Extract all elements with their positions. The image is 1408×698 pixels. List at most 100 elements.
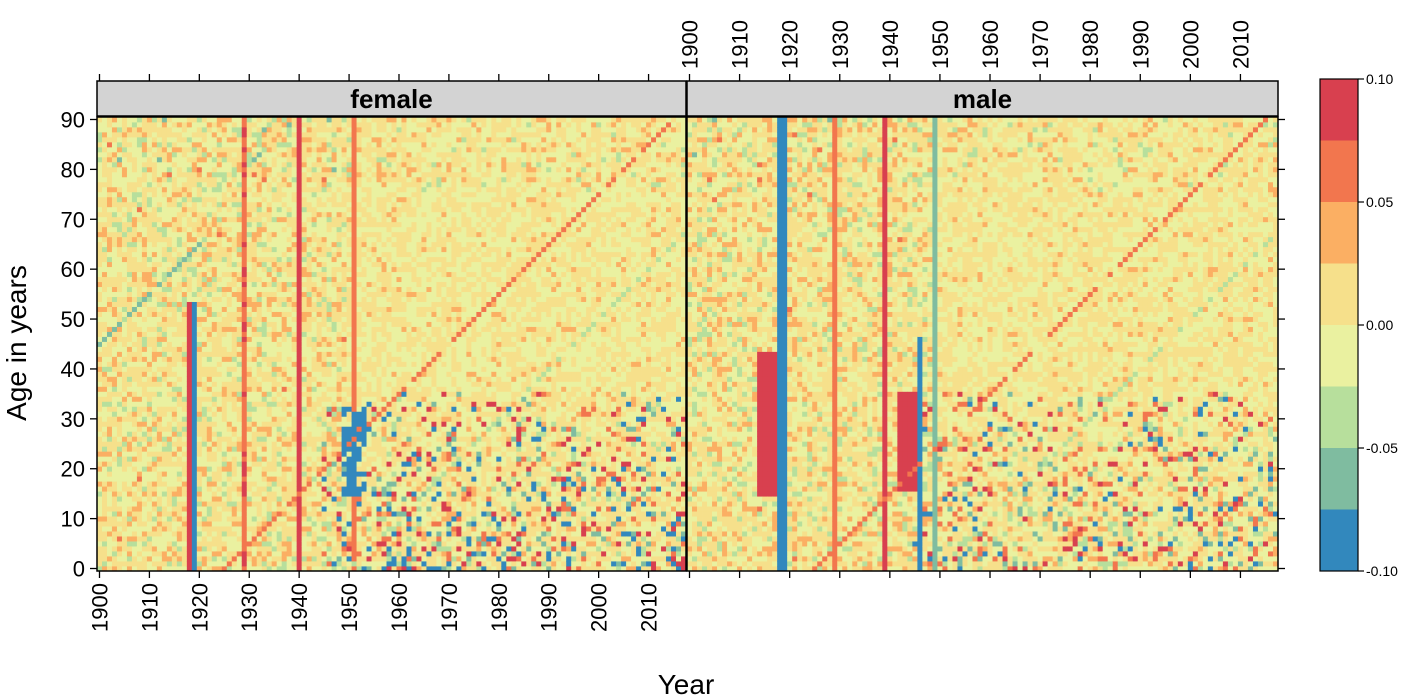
heatmap-cell bbox=[231, 486, 238, 492]
heatmap-cell bbox=[226, 516, 233, 522]
heatmap-cell bbox=[156, 311, 163, 317]
heatmap-cell bbox=[236, 281, 243, 288]
heatmap-cell bbox=[301, 376, 308, 382]
heatmap-cell bbox=[211, 356, 218, 362]
heatmap-cell bbox=[196, 161, 203, 168]
heatmap-cell bbox=[146, 561, 153, 567]
heatmap-cell bbox=[361, 351, 367, 357]
heatmap-cell bbox=[261, 256, 268, 263]
heatmap-cell bbox=[126, 306, 133, 312]
heatmap-cell bbox=[241, 446, 248, 452]
heatmap-cell bbox=[196, 276, 203, 283]
heatmap-cell bbox=[251, 226, 258, 233]
heatmap-cell bbox=[351, 176, 357, 183]
heatmap-cell bbox=[356, 321, 362, 327]
heatmap-cell bbox=[101, 216, 108, 223]
heatmap-cell bbox=[106, 231, 113, 238]
heatmap-cell bbox=[301, 246, 308, 253]
heatmap-cell bbox=[166, 321, 173, 327]
heatmap-cell bbox=[101, 117, 108, 123]
heatmap-cell bbox=[97, 516, 103, 522]
heatmap-cell bbox=[281, 321, 288, 327]
heatmap-cell bbox=[126, 526, 133, 532]
heatmap-cell bbox=[251, 326, 258, 332]
heatmap-cell bbox=[321, 426, 328, 432]
heatmap-cell bbox=[181, 291, 188, 298]
heatmap-cell bbox=[226, 451, 233, 457]
heatmap-cell bbox=[356, 361, 362, 367]
heatmap-cell bbox=[286, 121, 293, 128]
heatmap-cell bbox=[101, 361, 108, 367]
heatmap-cell bbox=[266, 526, 273, 532]
heatmap-cell bbox=[111, 301, 118, 307]
heatmap-cell bbox=[121, 516, 128, 522]
heatmap-cell bbox=[261, 361, 268, 367]
heatmap-cell bbox=[101, 411, 108, 417]
heatmap-cell bbox=[126, 141, 133, 148]
heatmap-cell bbox=[121, 381, 128, 387]
heatmap-cell bbox=[326, 316, 332, 322]
heatmap-cell bbox=[211, 171, 218, 178]
heatmap-cell bbox=[176, 241, 183, 248]
heatmap-cell bbox=[341, 416, 347, 422]
heatmap-cell bbox=[121, 151, 128, 158]
heatmap-cell bbox=[321, 476, 328, 482]
heatmap-cell bbox=[306, 536, 313, 542]
heatmap-cell bbox=[241, 356, 248, 362]
heatmap-cell bbox=[216, 301, 223, 307]
heatmap-cell bbox=[161, 196, 168, 203]
heatmap-cell bbox=[111, 316, 118, 322]
heatmap-cell bbox=[211, 301, 218, 307]
heatmap-cell bbox=[121, 141, 128, 148]
heatmap-cell bbox=[166, 526, 173, 532]
heatmap-cell bbox=[306, 541, 313, 547]
heatmap-cell bbox=[296, 121, 303, 128]
heatmap-cell bbox=[126, 546, 133, 552]
heatmap-cell bbox=[316, 356, 323, 362]
heatmap-cell bbox=[176, 146, 183, 153]
heatmap-cell bbox=[301, 266, 308, 273]
heatmap-cell bbox=[281, 161, 288, 168]
heatmap-cell bbox=[116, 401, 123, 407]
heatmap-cell bbox=[216, 476, 223, 482]
heatmap-cell bbox=[136, 166, 143, 173]
heatmap-cell bbox=[196, 436, 203, 442]
heatmap-cell bbox=[246, 421, 253, 427]
heatmap-cell bbox=[301, 421, 308, 427]
heatmap-cell bbox=[201, 446, 208, 452]
heatmap-cell bbox=[366, 251, 372, 258]
heatmap-cell bbox=[221, 441, 228, 447]
heatmap-cell bbox=[146, 511, 153, 517]
heatmap-cell bbox=[306, 431, 313, 437]
heatmap-cell bbox=[351, 421, 357, 427]
heatmap-cell bbox=[186, 256, 193, 263]
heatmap-cell bbox=[251, 321, 258, 327]
heatmap-cell bbox=[301, 176, 308, 183]
heatmap-cell bbox=[341, 386, 347, 392]
heatmap-cell bbox=[151, 381, 158, 387]
heatmap-cell bbox=[341, 281, 347, 288]
heatmap-cell bbox=[286, 206, 293, 213]
heatmap-cell bbox=[286, 491, 293, 497]
heatmap-cell bbox=[336, 191, 342, 198]
heatmap-cell bbox=[246, 356, 253, 362]
heatmap-cell bbox=[151, 256, 158, 263]
heatmap-cell bbox=[311, 366, 318, 372]
heatmap-cell bbox=[136, 451, 143, 457]
heatmap-cell bbox=[161, 536, 168, 542]
heatmap-cell bbox=[271, 356, 278, 362]
heatmap-cell bbox=[186, 281, 193, 288]
heatmap-cell bbox=[221, 331, 228, 337]
heatmap-cell bbox=[291, 466, 298, 472]
heatmap-cell bbox=[266, 346, 273, 352]
heatmap-cell bbox=[226, 561, 233, 567]
heatmap-cell bbox=[126, 236, 133, 243]
heatmap-cell bbox=[256, 421, 263, 427]
heatmap-cell bbox=[361, 471, 367, 477]
heatmap-cell bbox=[316, 171, 323, 178]
heatmap-cell bbox=[171, 156, 178, 163]
heatmap-cell bbox=[191, 316, 198, 322]
heatmap-cell bbox=[211, 376, 218, 382]
heatmap-cell bbox=[171, 251, 178, 258]
heatmap-cell bbox=[301, 391, 308, 397]
